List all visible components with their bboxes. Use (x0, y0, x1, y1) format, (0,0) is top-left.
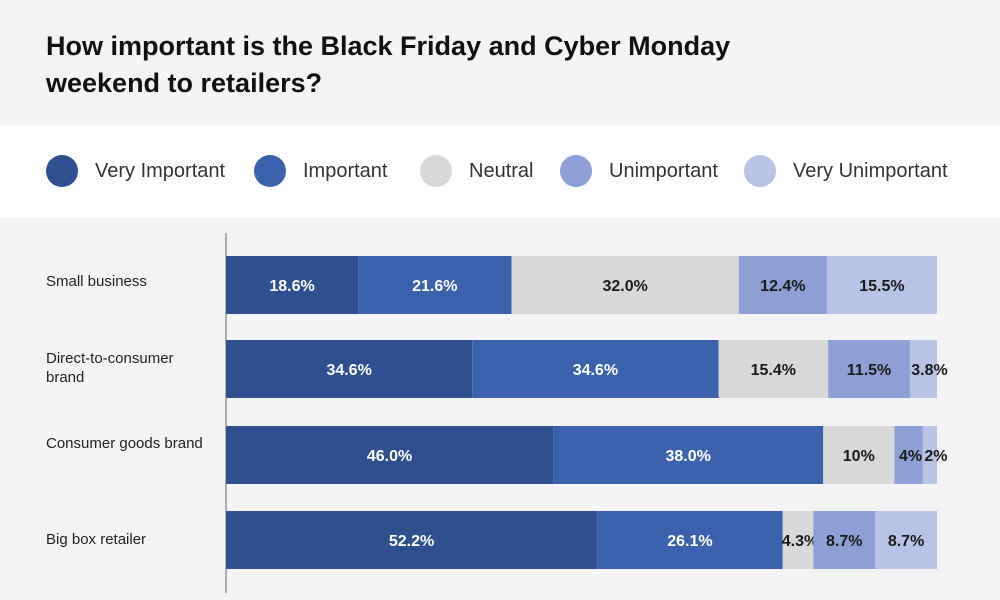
bar-data-label: 4.3% (782, 533, 818, 550)
legend-swatch-very-unimportant (744, 155, 776, 187)
bar-segment[interactable] (597, 511, 783, 569)
legend-item-neutral[interactable]: Neutral (420, 154, 533, 188)
legend-item-important[interactable]: Important (254, 154, 387, 188)
legend-swatch-important (254, 155, 286, 187)
legend-label-very-important: Very Important (95, 159, 226, 182)
bar-data-label: 8.7% (888, 533, 924, 550)
category-label-direct-to-consumer: Direct-to-consumer brand (46, 350, 174, 386)
bar-data-label: 18.6% (269, 278, 314, 295)
bar-segment[interactable] (738, 256, 827, 314)
bar-segment[interactable] (226, 340, 473, 398)
bar-segment[interactable] (358, 256, 512, 314)
bar-segment[interactable] (828, 340, 910, 398)
bar-data-label: 2% (924, 448, 947, 465)
bar-segment[interactable] (226, 511, 598, 569)
category-label-big-box: Big box retailer (46, 531, 147, 548)
bar-data-label: 34.6% (573, 362, 618, 379)
bar-data-label: 32.0% (602, 278, 647, 295)
legend-label-important: Important (303, 159, 388, 182)
bar-data-label: 26.1% (667, 533, 712, 550)
bar-segment[interactable] (226, 426, 554, 484)
legend-swatch-unimportant (560, 155, 592, 187)
bar-segment[interactable] (718, 340, 829, 398)
legend-item-very-unimportant[interactable]: Very Unimportant (744, 154, 948, 188)
bar-data-label: 4% (899, 448, 922, 465)
bar-segment[interactable] (909, 340, 937, 398)
legend-label-neutral: Neutral (469, 159, 534, 182)
bar-data-label: 3.8% (911, 362, 947, 379)
bar-segment[interactable] (813, 511, 876, 569)
legend-label-very-unimportant: Very Unimportant (793, 159, 948, 182)
title-band: How important is the Black Friday and Cy… (0, 0, 1000, 125)
legend-item-very-important[interactable]: Very Important (46, 154, 225, 188)
bar-segment[interactable] (782, 511, 814, 569)
bar-data-label: 46.0% (367, 448, 412, 465)
bar-segment[interactable] (875, 511, 937, 569)
bar-segment[interactable] (226, 256, 359, 314)
bar-segment[interactable] (826, 256, 937, 314)
legend-swatch-very-important (46, 155, 78, 187)
category-label-small-business: Small business (46, 273, 147, 290)
bar-data-label: 15.5% (859, 278, 904, 295)
bar-data-label: 21.6% (412, 278, 457, 295)
legend-item-unimportant[interactable]: Unimportant (560, 154, 718, 188)
bar-data-label: 8.7% (826, 533, 862, 550)
bar-segment[interactable] (894, 426, 923, 484)
bar-data-label: 52.2% (389, 533, 434, 550)
bar-segment[interactable] (922, 426, 937, 484)
legend-swatch-neutral (420, 155, 452, 187)
bar-data-label: 15.4% (751, 362, 796, 379)
bar-data-label: 34.6% (326, 362, 371, 379)
bar-data-label: 12.4% (760, 278, 805, 295)
chart-title: How important is the Black Friday and Cy… (46, 31, 731, 98)
bar-data-label: 10% (843, 448, 875, 465)
bar-data-label: 11.5% (847, 362, 891, 379)
legend: Very Important Important Neutral Unimpor… (0, 125, 1000, 217)
category-label-consumer-goods: Consumer goods brand (46, 435, 203, 452)
bar-segment[interactable] (472, 340, 719, 398)
bar-chart-svg: 18.6% 21.6% 32.0% 12.4% 15.5% 34.6% 34.6% 15.4%… (225, 233, 948, 593)
legend-label-unimportant: Unimportant (609, 159, 718, 182)
plot-area: Small business Direct-to-consumer brand … (0, 217, 1000, 600)
bar-segment[interactable] (823, 426, 895, 484)
bar-segment[interactable] (553, 426, 824, 484)
bar-segment[interactable] (511, 256, 739, 314)
bar-data-label: 38.0% (665, 448, 710, 465)
